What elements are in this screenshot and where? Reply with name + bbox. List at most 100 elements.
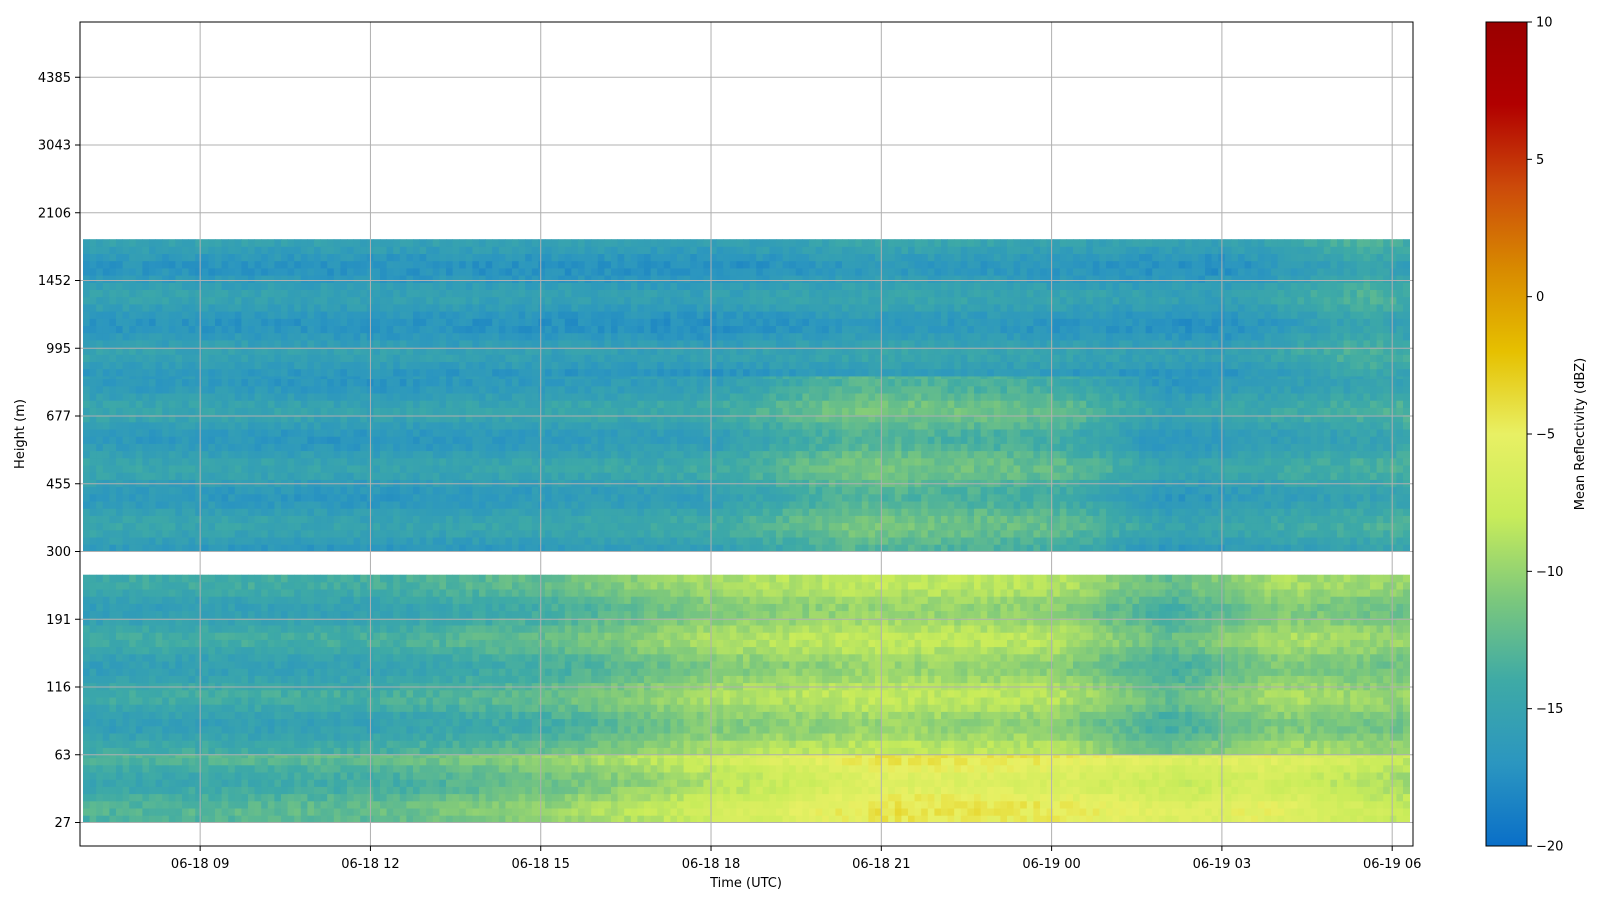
heatmap-cell <box>373 757 381 766</box>
heatmap-cell <box>875 661 882 669</box>
heatmap-cell <box>1191 653 1199 662</box>
heatmap-cell <box>927 764 935 773</box>
heatmap-cell <box>267 793 275 802</box>
heatmap-cell <box>142 689 150 698</box>
heatmap-cell <box>683 815 691 823</box>
heatmap-cell <box>1304 808 1311 816</box>
heatmap-cell <box>228 733 236 741</box>
heatmap-cell <box>135 786 143 795</box>
heatmap-cell <box>215 740 222 748</box>
heatmap-cell <box>439 757 447 766</box>
heatmap-cell <box>175 725 183 734</box>
heatmap-cell <box>419 653 427 662</box>
heatmap-cell <box>340 779 348 787</box>
heatmap-cell <box>492 793 500 802</box>
heatmap-cell <box>571 733 579 741</box>
heatmap-cell <box>399 704 407 712</box>
heatmap-cell <box>1363 747 1371 756</box>
heatmap-cell <box>294 718 302 727</box>
heatmap-cell <box>168 718 176 727</box>
heatmap-cell <box>406 675 414 684</box>
heatmap-cell <box>564 800 572 809</box>
heatmap-cell <box>1337 661 1344 669</box>
heatmap-cell <box>789 689 797 698</box>
heatmap-cell <box>102 711 110 720</box>
heatmap-cell <box>479 786 486 795</box>
heatmap-cell <box>155 747 163 756</box>
heatmap-cell <box>267 772 275 780</box>
heatmap-cell <box>967 653 975 662</box>
heatmap-cell <box>1383 733 1391 741</box>
heatmap-cell <box>1053 704 1061 712</box>
heatmap-cell <box>327 653 335 662</box>
heatmap-cell <box>815 689 823 698</box>
heatmap-cell <box>934 718 942 727</box>
heatmap-cell <box>1257 704 1265 712</box>
heatmap-cell <box>1251 733 1259 741</box>
heatmap-cell <box>782 646 790 655</box>
heatmap-cell <box>1277 718 1285 727</box>
heatmap-cell <box>1020 815 1028 823</box>
heatmap-cell <box>399 764 407 773</box>
heatmap-cell <box>1205 661 1212 669</box>
heatmap-cell <box>426 711 434 720</box>
heatmap-cell <box>551 772 559 780</box>
heatmap-cell <box>1185 689 1193 698</box>
heatmap-cell <box>1310 689 1318 698</box>
heatmap-cell <box>776 815 783 823</box>
heatmap-cell <box>1020 764 1028 773</box>
heatmap-cell <box>1007 779 1014 787</box>
heatmap-cell <box>828 646 836 655</box>
heatmap-cell <box>1271 757 1278 766</box>
heatmap-cell <box>743 772 750 780</box>
heatmap-cell <box>1231 747 1239 756</box>
heatmap-cell <box>914 689 922 698</box>
heatmap-cell <box>1112 711 1120 720</box>
heatmap-cell <box>941 793 948 802</box>
heatmap-cell <box>386 764 394 773</box>
heatmap-cell <box>281 779 288 787</box>
heatmap-cell <box>182 740 189 748</box>
heatmap-cell <box>248 815 255 823</box>
heatmap-cell <box>1119 718 1127 727</box>
heatmap-cell <box>1013 800 1021 809</box>
heatmap-cell <box>485 786 493 795</box>
heatmap-cell <box>1106 764 1113 773</box>
heatmap-cell <box>1323 711 1331 720</box>
heatmap-cell <box>1205 711 1212 720</box>
heatmap-cell <box>96 718 104 727</box>
heatmap-cell <box>1106 772 1113 780</box>
heatmap-cell <box>1389 661 1397 669</box>
heatmap-cell <box>1000 772 1008 780</box>
heatmap-cell <box>637 653 645 662</box>
heatmap-cell <box>122 711 130 720</box>
heatmap-cell <box>908 704 915 712</box>
heatmap-cell <box>894 725 902 734</box>
heatmap-cell <box>353 740 361 748</box>
heatmap-cell <box>795 697 803 705</box>
heatmap-cell <box>703 800 711 809</box>
heatmap-cell <box>446 793 453 802</box>
heatmap-cell <box>630 646 638 655</box>
heatmap-cell <box>749 793 757 802</box>
heatmap-cell <box>294 646 302 655</box>
heatmap-cell <box>1251 711 1259 720</box>
heatmap-cell <box>637 747 645 756</box>
heatmap-cell <box>353 697 361 705</box>
heatmap-cell <box>677 793 684 802</box>
heatmap-cell <box>1040 704 1047 712</box>
heatmap-cell <box>677 786 684 795</box>
heatmap-cell <box>300 704 308 712</box>
heatmap-cell <box>927 704 935 712</box>
heatmap-cell <box>525 733 533 741</box>
heatmap-cell <box>201 718 209 727</box>
heatmap-cell <box>644 772 651 780</box>
heatmap-cell <box>1086 661 1094 669</box>
heatmap-cell <box>465 661 473 669</box>
heatmap-cell <box>630 711 638 720</box>
heatmap-cell <box>1304 747 1311 756</box>
heatmap-cell <box>1310 779 1318 787</box>
heatmap-cell <box>1086 718 1094 727</box>
heatmap-cell <box>736 786 744 795</box>
heatmap-cell <box>1191 808 1199 816</box>
